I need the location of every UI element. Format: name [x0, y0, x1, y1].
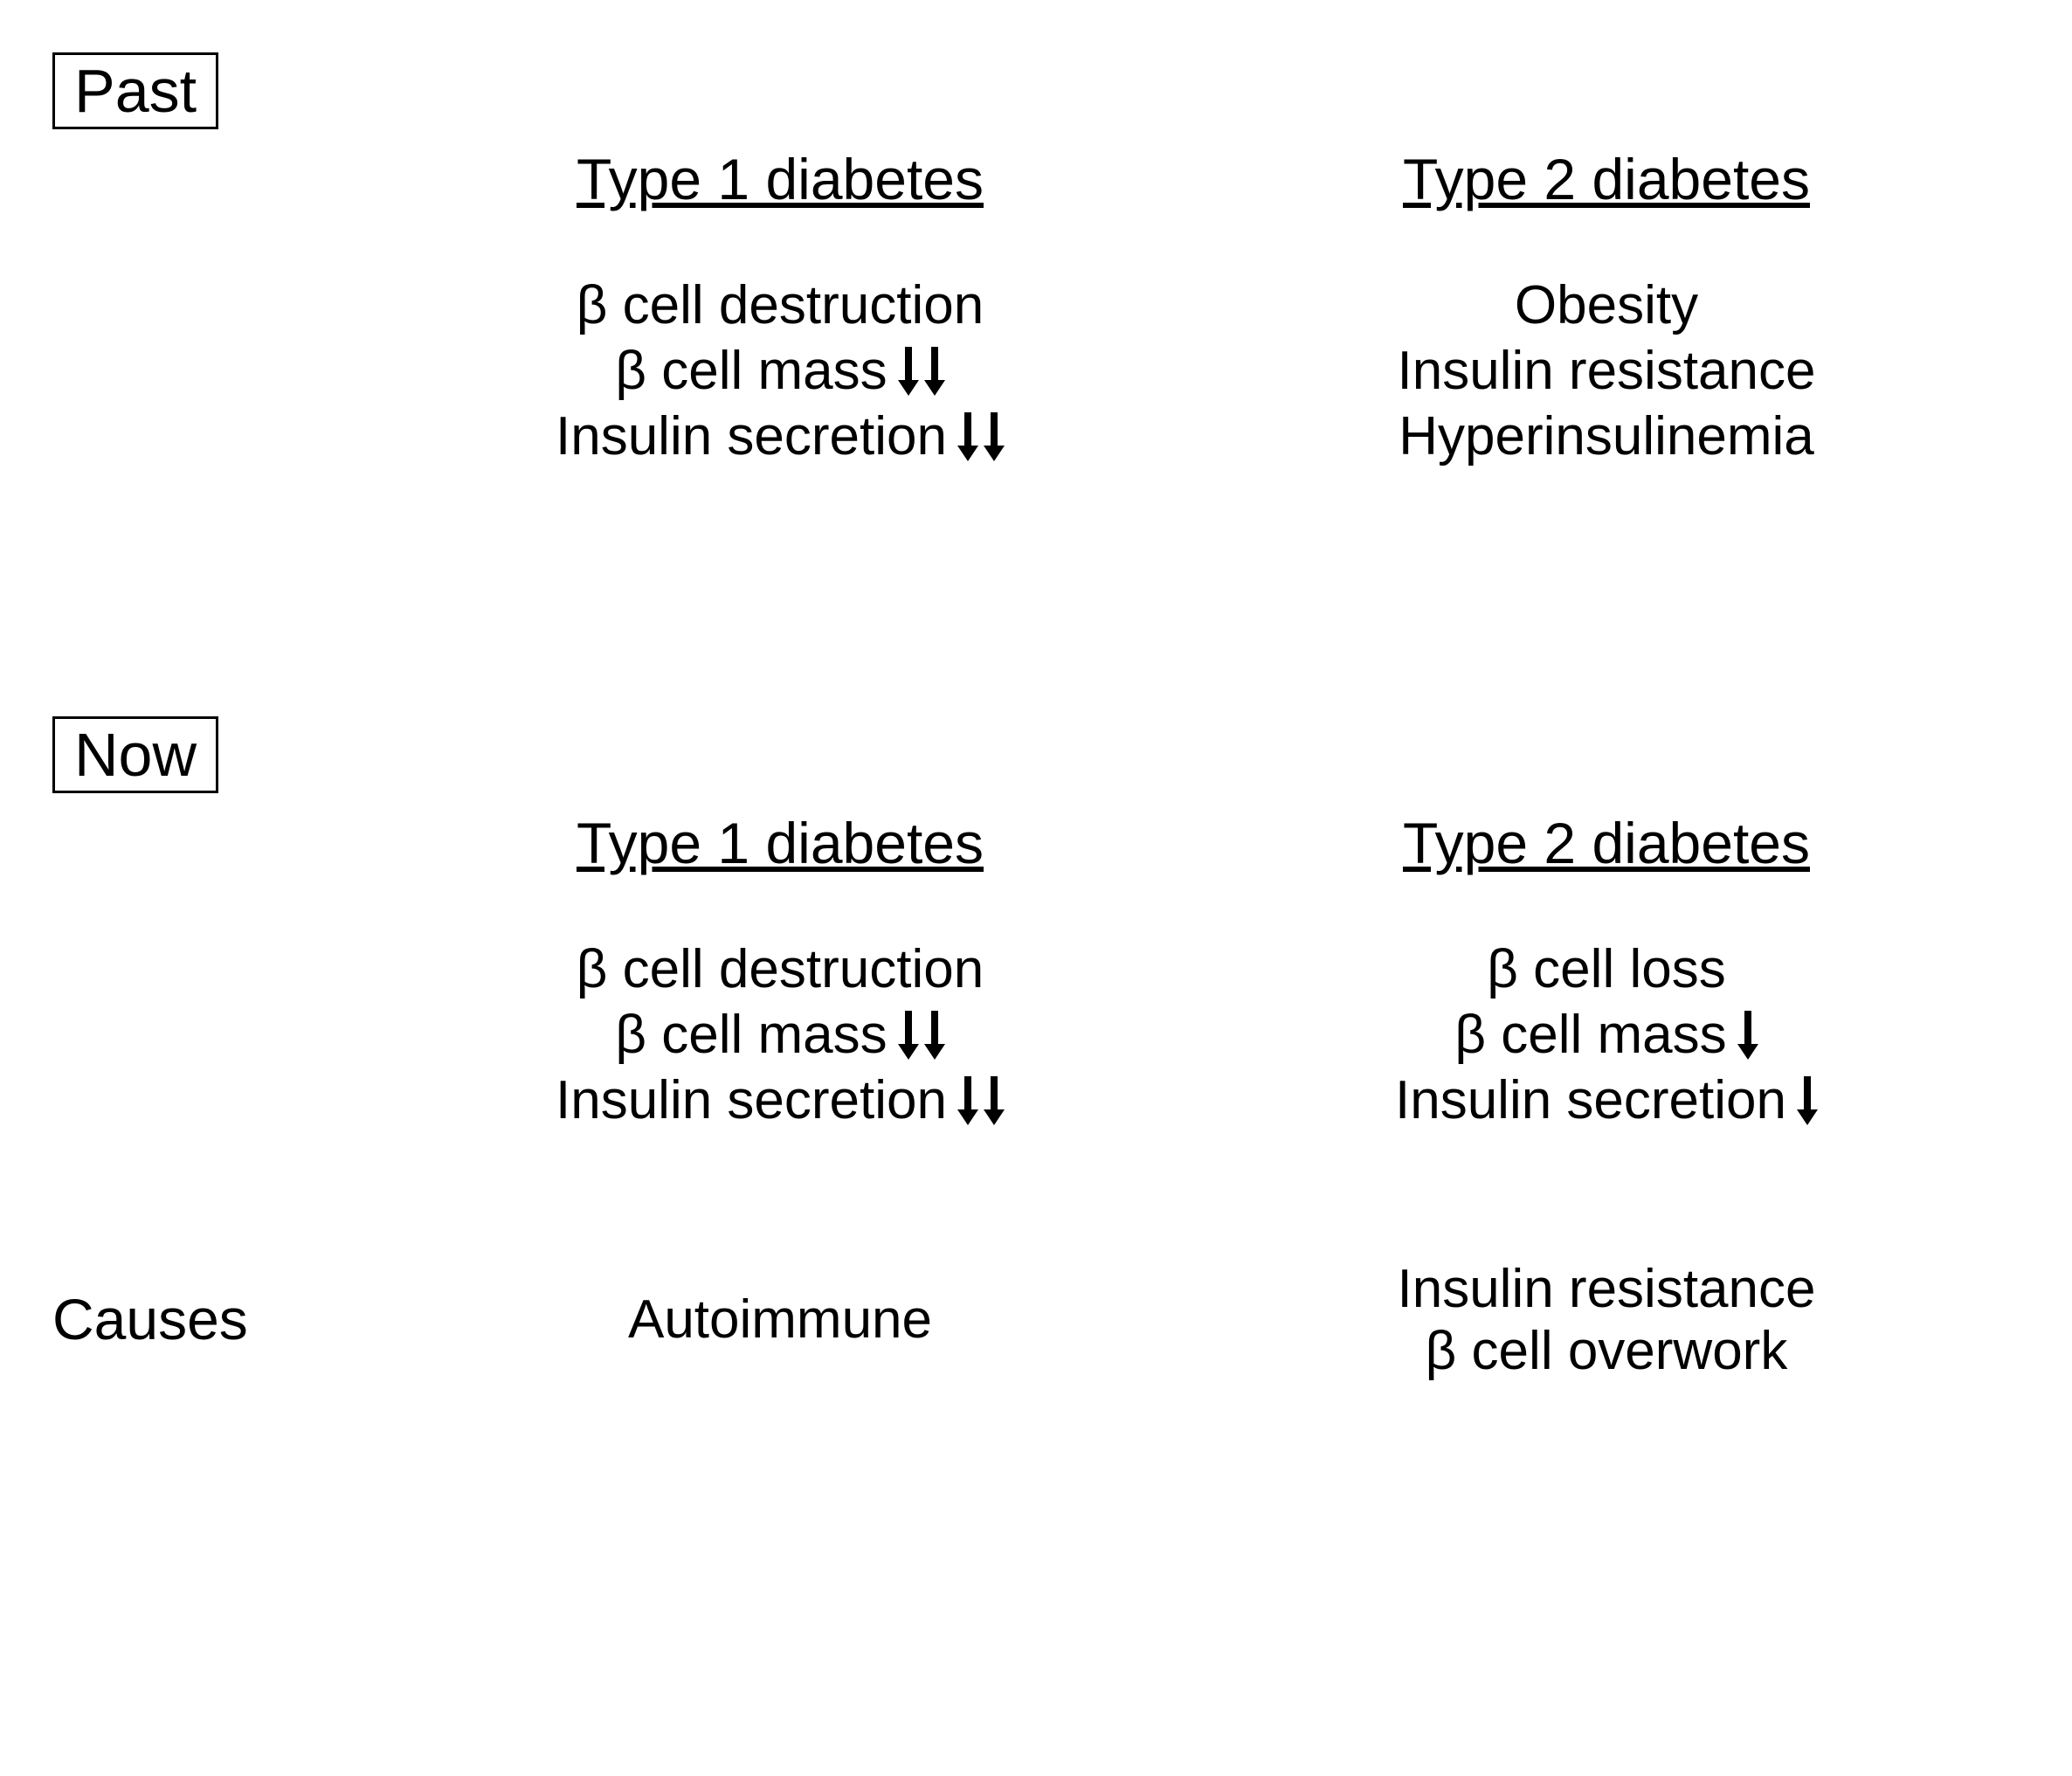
down-arrow-icon — [1797, 1076, 1818, 1125]
down-arrow-icon — [1737, 1011, 1758, 1060]
entry-list: β cell destructionβ cell massInsulin sec… — [367, 938, 1193, 1132]
entry-row: β cell loss — [1193, 938, 2020, 1000]
col-header: Type 1 diabetes — [367, 147, 1193, 213]
down-arrow-icon — [957, 1076, 978, 1125]
causes-row: Causes Autoimmune Insulin resistanceβ ce… — [52, 1258, 2020, 1383]
past-columns: Type 1 diabetes β cell destructionβ cell… — [52, 147, 2020, 472]
entry-row: β cell mass — [1193, 1004, 2020, 1066]
entry-row: β cell mass — [367, 1004, 1193, 1066]
era-label-now: Now — [52, 716, 218, 793]
entry-text: Insulin secretion — [556, 1069, 947, 1131]
left-gutter — [52, 147, 367, 472]
down-arrow-group — [1737, 1011, 1758, 1060]
diagram-page: Past Type 1 diabetes β cell destructionβ… — [0, 0, 2072, 1776]
down-arrow-group — [898, 1011, 945, 1060]
entry-text: Insulin secretion — [556, 405, 947, 467]
entry-text: β cell loss — [1487, 938, 1725, 1000]
now-col-type2: Type 2 diabetes β cell lossβ cell massIn… — [1193, 811, 2020, 1136]
col-header: Type 2 diabetes — [1193, 147, 2020, 213]
now-col-type1: Type 1 diabetes β cell destructionβ cell… — [367, 811, 1193, 1136]
entry-text: Obesity — [1515, 274, 1698, 336]
entry-text: Insulin resistance — [1397, 340, 1815, 402]
entry-row: β cell mass — [367, 340, 1193, 402]
entry-text: β cell destruction — [577, 938, 984, 1000]
entry-row: β cell destruction — [367, 274, 1193, 336]
col-header: Type 1 diabetes — [367, 811, 1193, 877]
causes-type2: Insulin resistanceβ cell overwork — [1193, 1258, 2020, 1383]
entry-text: β cell mass — [615, 340, 887, 402]
entry-list: β cell lossβ cell massInsulin secretion — [1193, 938, 2020, 1132]
section-past: Past Type 1 diabetes β cell destructionβ… — [52, 35, 2020, 472]
entry-row: Obesity — [1193, 274, 2020, 336]
down-arrow-icon — [898, 347, 919, 396]
entry-row: Insulin secretion — [1193, 1069, 2020, 1131]
down-arrow-icon — [898, 1011, 919, 1060]
entry-row: Hyperinsulinemia — [1193, 405, 2020, 467]
down-arrow-icon — [984, 1076, 1005, 1125]
causes-line: Autoimmune — [367, 1289, 1193, 1351]
now-columns: Type 1 diabetes β cell destructionβ cell… — [52, 811, 2020, 1136]
down-arrow-group — [957, 412, 1005, 461]
section-spacer — [52, 472, 2020, 699]
section-now: Now Type 1 diabetes β cell destructionβ … — [52, 699, 2020, 1382]
entry-list: ObesityInsulin resistanceHyperinsulinemi… — [1193, 274, 2020, 468]
entry-text: Insulin secretion — [1395, 1069, 1786, 1131]
causes-line: β cell overwork — [1193, 1320, 2020, 1382]
entry-text: Hyperinsulinemia — [1399, 405, 1814, 467]
left-gutter — [52, 811, 367, 1136]
col-header: Type 2 diabetes — [1193, 811, 2020, 877]
entry-row: β cell destruction — [367, 938, 1193, 1000]
down-arrow-icon — [957, 412, 978, 461]
causes-type1: Autoimmune — [367, 1289, 1193, 1351]
entry-text: β cell mass — [1454, 1004, 1726, 1066]
causes-line: Insulin resistance — [1193, 1258, 2020, 1320]
era-label-past: Past — [52, 52, 218, 129]
past-col-type1: Type 1 diabetes β cell destructionβ cell… — [367, 147, 1193, 472]
entry-list: β cell destructionβ cell massInsulin sec… — [367, 274, 1193, 468]
down-arrow-icon — [924, 1011, 945, 1060]
down-arrow-icon — [924, 347, 945, 396]
causes-label: Causes — [52, 1287, 367, 1353]
entry-row: Insulin resistance — [1193, 340, 2020, 402]
past-col-type2: Type 2 diabetes ObesityInsulin resistanc… — [1193, 147, 2020, 472]
down-arrow-icon — [984, 412, 1005, 461]
entry-text: β cell destruction — [577, 274, 984, 336]
entry-row: Insulin secretion — [367, 1069, 1193, 1131]
entry-row: Insulin secretion — [367, 405, 1193, 467]
down-arrow-group — [1797, 1076, 1818, 1125]
down-arrow-group — [957, 1076, 1005, 1125]
entry-text: β cell mass — [615, 1004, 887, 1066]
down-arrow-group — [898, 347, 945, 396]
